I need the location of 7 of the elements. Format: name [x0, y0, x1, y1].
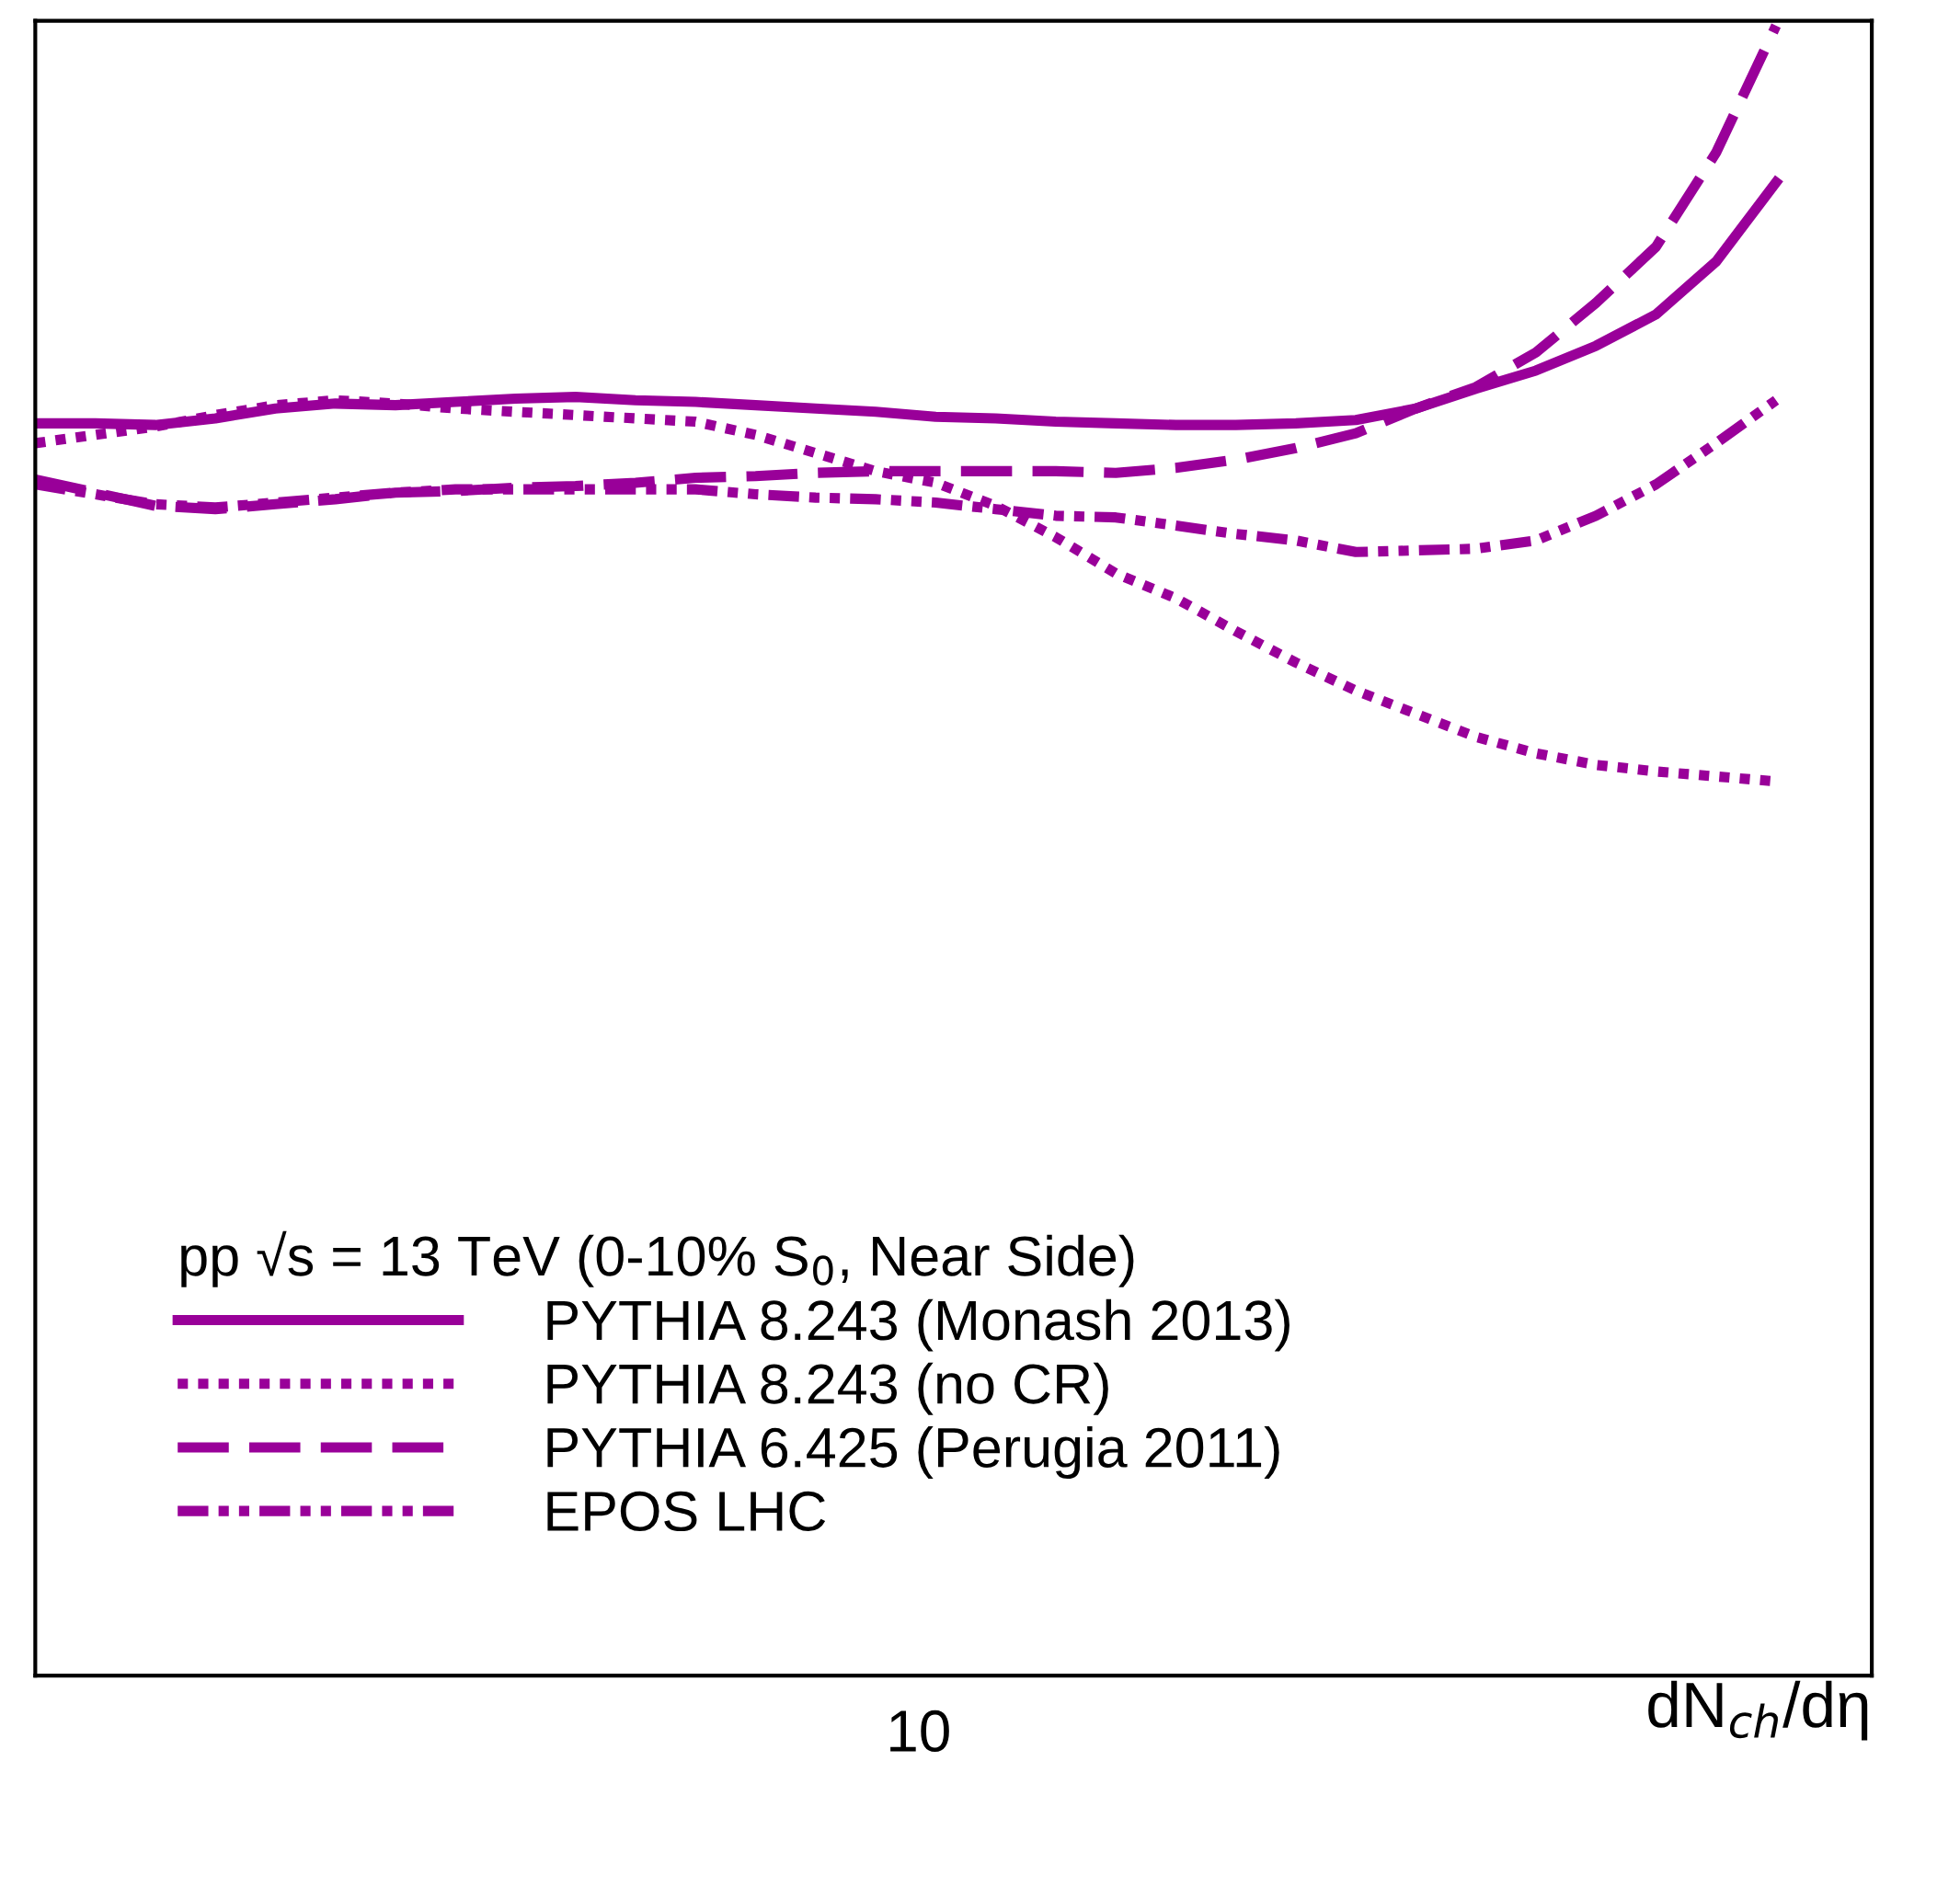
legend-label: PYTHIA 8.243 (no CR) [547, 1362, 1108, 1415]
legend-label: PYTHIA 8.243 (Monash 2013) [547, 1298, 1289, 1352]
x-axis-title: dN$_{ch}$/dη [1648, 1680, 1868, 1741]
legend-title: pp √s = 13 TeV (0-10% S$_{0}$, Near Side) [181, 1230, 1134, 1287]
legend-label: PYTHIA 6.425 (Perugia 2011) [547, 1426, 1279, 1480]
legend-label: EPOS LHC [547, 1491, 826, 1532]
text: 10 [890, 1710, 949, 1753]
